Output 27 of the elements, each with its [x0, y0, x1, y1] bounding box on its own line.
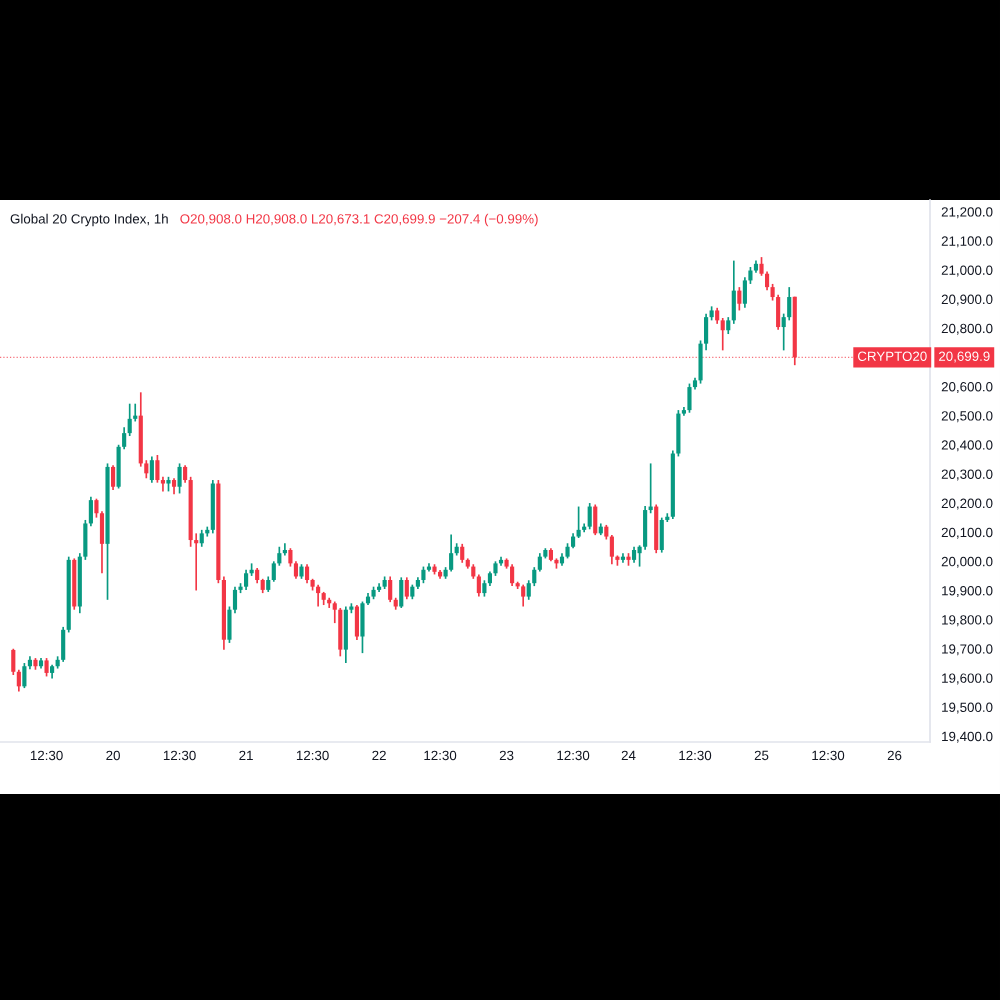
candlestick — [654, 503, 659, 555]
candlestick — [110, 464, 116, 491]
candlestick — [388, 575, 393, 603]
candlestick — [244, 568, 249, 591]
candlestick — [304, 563, 310, 585]
candlestick — [149, 455, 154, 484]
candlestick — [72, 557, 77, 611]
candlestick — [510, 563, 515, 587]
candlestick — [521, 583, 526, 608]
candlestick — [737, 286, 742, 312]
candlestick — [22, 662, 27, 689]
candlestick — [404, 576, 409, 601]
candlestick — [593, 503, 598, 536]
candlestick — [587, 502, 592, 531]
candlestick — [354, 604, 359, 641]
candlestick — [177, 462, 182, 495]
candlestick — [338, 607, 343, 658]
candlestick — [210, 479, 215, 535]
candlestick — [360, 600, 365, 654]
candlestick — [687, 382, 692, 414]
candlestick — [659, 516, 664, 554]
candlestick — [155, 454, 160, 484]
candlestick — [399, 576, 404, 609]
candlestick — [44, 657, 49, 678]
candlestick — [343, 605, 348, 664]
candlestick — [460, 543, 465, 564]
candlestick — [449, 533, 454, 573]
